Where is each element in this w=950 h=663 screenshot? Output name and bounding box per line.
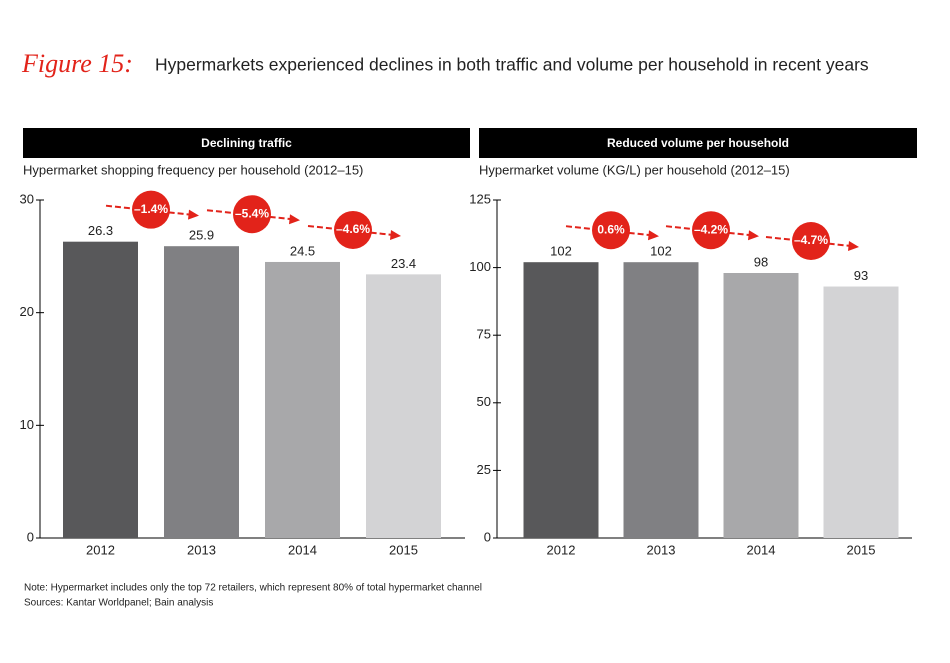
annotation-arrow: [105, 204, 192, 216]
x-tick-label: 2015: [389, 542, 418, 557]
annotation-badge: [233, 195, 271, 234]
x-tick-label: 2013: [187, 542, 216, 557]
annotation: –1.4%: [134, 202, 168, 216]
panel-header: [23, 128, 470, 158]
x-tick-label: 2014: [747, 542, 776, 557]
value-label: 93: [854, 268, 868, 283]
bar: [164, 246, 239, 538]
annotation-badge: [692, 211, 730, 250]
bar: [723, 273, 799, 538]
annotation-arrowhead: [648, 230, 659, 241]
annotation: –5.4%: [235, 206, 269, 220]
annotation-badge: [592, 211, 630, 250]
x-tick-label: 2013: [647, 542, 676, 557]
annotation: –4.7%: [794, 233, 828, 247]
x-tick-label: 2012: [547, 542, 576, 557]
y-tick-label: 50: [477, 394, 491, 409]
source: Sources: Kantar Worldpanel; Bain analysi…: [24, 598, 213, 609]
y-tick-label: 0: [27, 529, 34, 544]
y-tick-label: 10: [20, 417, 34, 432]
bar: [63, 241, 138, 539]
panel-title: Reduced volume per household: [607, 136, 789, 150]
annotation-arrowhead: [848, 241, 859, 252]
annotation-arrowhead: [390, 229, 401, 240]
annotation-arrowhead: [748, 230, 759, 241]
note: Note: Hypermarket includes only the top …: [24, 583, 482, 594]
y-tick-label: 100: [469, 259, 491, 274]
y-tick-label: 125: [469, 191, 491, 206]
value-label: 25.9: [189, 228, 214, 243]
annotation: –4.6%: [336, 222, 370, 236]
value-label: 102: [650, 244, 672, 259]
y-tick-label: 30: [20, 191, 34, 206]
panel-subtitle: Hypermarket shopping frequency per house…: [23, 162, 363, 177]
annotation-badge: [334, 210, 372, 249]
y-tick-label: 25: [477, 462, 491, 477]
annotation-badge: [132, 190, 170, 229]
annotation-arrow: [307, 224, 394, 236]
x-tick-label: 2015: [847, 542, 876, 557]
panel-header: [479, 128, 917, 158]
bar: [823, 286, 899, 538]
annotation: 0.6%: [597, 222, 625, 236]
figure-label: Figure 15:: [21, 49, 133, 78]
annotation: –4.2%: [694, 222, 728, 236]
y-tick-label: 0: [484, 529, 491, 544]
value-label: 102: [550, 244, 572, 259]
value-label: 26.3: [88, 223, 113, 238]
x-tick-label: 2012: [86, 542, 115, 557]
y-tick-label: 75: [477, 327, 491, 342]
bar: [523, 262, 599, 538]
figure-title: Hypermarkets experienced declines in bot…: [155, 55, 869, 75]
value-label: 24.5: [290, 243, 315, 258]
panel-title: Declining traffic: [201, 136, 292, 150]
bar: [265, 261, 340, 538]
x-tick-label: 2014: [288, 542, 317, 557]
annotation-arrow: [665, 225, 752, 237]
bar: [366, 274, 441, 538]
annotation-arrowhead: [188, 209, 199, 220]
annotation-arrow: [765, 236, 852, 248]
panel-subtitle: Hypermarket volume (KG/L) per household …: [479, 162, 790, 177]
annotation-arrow: [206, 209, 293, 221]
y-tick-label: 20: [20, 304, 34, 319]
annotation-arrowhead: [289, 214, 300, 225]
annotation-arrow: [565, 225, 652, 237]
value-label: 98: [754, 254, 768, 269]
annotation-badge: [792, 222, 830, 261]
value-label: 23.4: [391, 256, 416, 271]
bar: [623, 262, 699, 538]
